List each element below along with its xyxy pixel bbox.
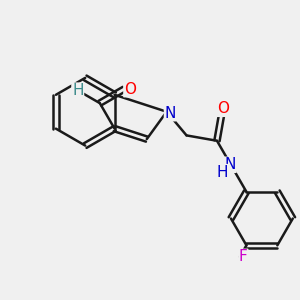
Text: H: H: [217, 165, 228, 180]
Text: H: H: [72, 83, 83, 98]
Text: O: O: [124, 82, 136, 97]
Text: N: N: [224, 157, 236, 172]
Text: O: O: [217, 101, 229, 116]
Text: N: N: [164, 106, 176, 121]
Text: F: F: [239, 249, 248, 264]
